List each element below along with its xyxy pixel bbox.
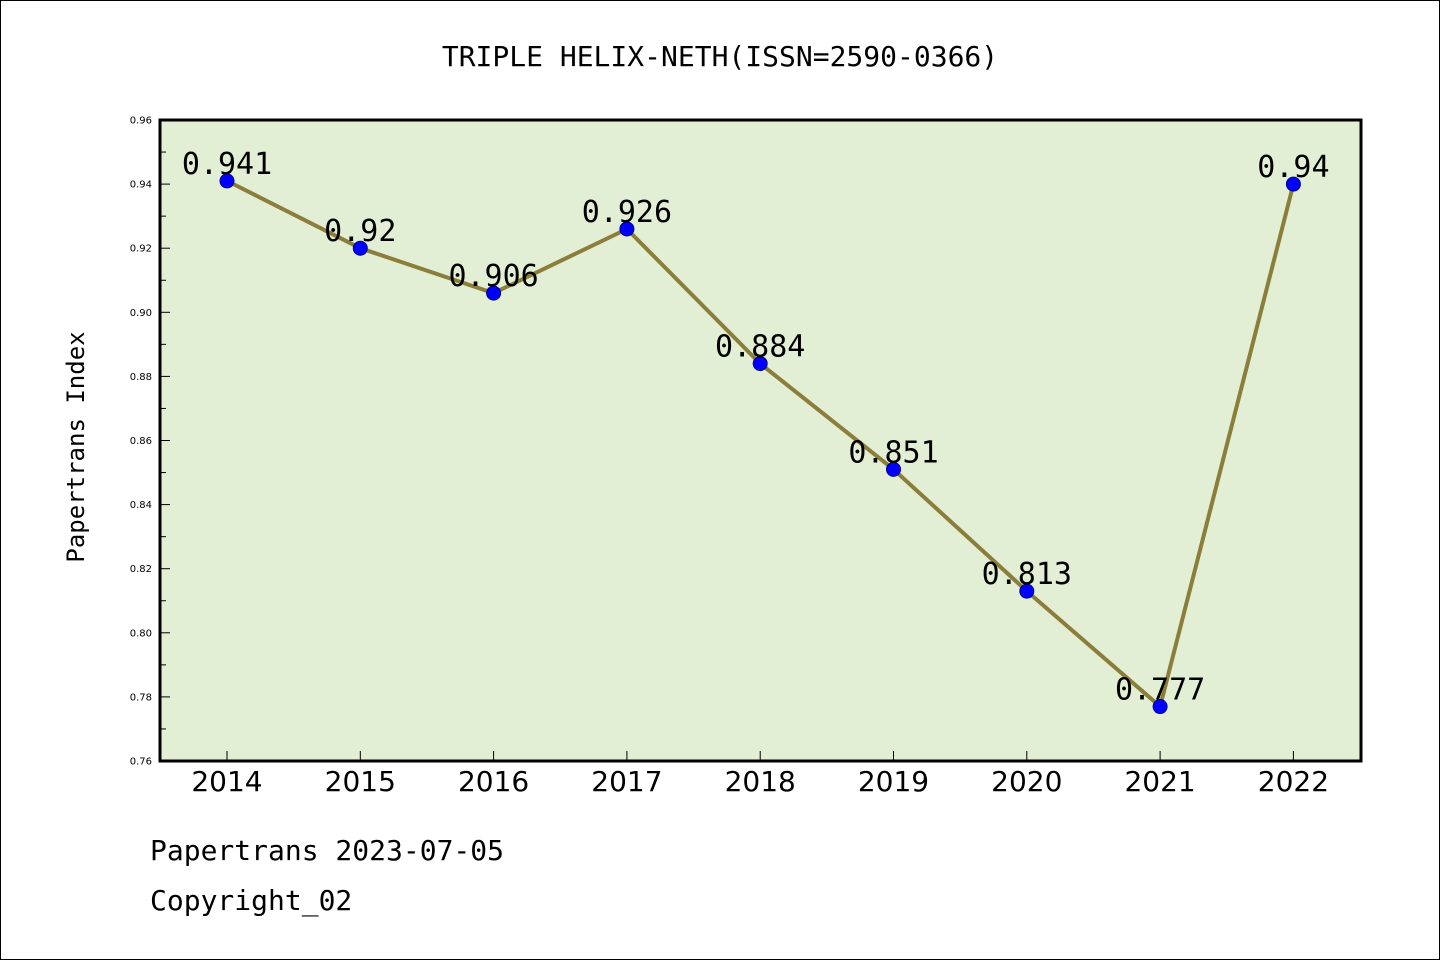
y-tick-label: 0.88 (130, 372, 152, 383)
x-axis: 2014 2015 2016 2017 2018 2019 2020 2021 2022 (191, 751, 1329, 798)
data-point (752, 356, 768, 372)
data-label: 0.94 (1257, 150, 1329, 185)
data-label: 0.941 (182, 147, 272, 182)
data-label: 0.906 (448, 259, 538, 294)
y-tick-label: 0.94 (130, 180, 152, 191)
data-point (619, 221, 635, 237)
y-tick-label: 0.82 (130, 564, 152, 575)
y-tick-label: 0.76 (130, 757, 152, 768)
x-tick-label: 2015 (325, 765, 396, 798)
y-axis-label: Papertrans Index (62, 331, 90, 562)
plot-border (158, 118, 1363, 763)
y-tick-label: 0.78 (130, 692, 152, 703)
data-point (886, 461, 901, 477)
plot-area (160, 120, 1361, 761)
data-point (219, 173, 235, 189)
x-tick-label: 2014 (191, 765, 262, 798)
y-tick-label: 0.92 (130, 244, 152, 255)
data-point (352, 240, 368, 256)
data-point (1152, 699, 1168, 715)
data-label: 0.777 (1115, 673, 1205, 708)
y-tick-label: 0.84 (130, 500, 152, 511)
series-markers (219, 173, 1301, 715)
data-label: 0.926 (582, 195, 672, 230)
data-label: 0.851 (848, 435, 938, 470)
x-tick-label: 2016 (458, 765, 529, 798)
footer-date: Papertrans 2023-07-05 (150, 834, 505, 867)
data-label: 0.884 (715, 330, 805, 365)
x-tick-label: 2018 (725, 765, 796, 798)
y-axis: 0.76 0.78 0.80 0.82 0.84 0.86 0.88 0.90 0.92 0.94… (130, 116, 170, 768)
footer-copyright: Copyright_02 (150, 884, 353, 917)
data-labels: 0.941 0.92 0.906 0.926 0.884 0.851 0.813 0.777 0… (182, 147, 1330, 708)
x-tick-label: 2017 (591, 765, 662, 798)
x-tick-label: 2019 (858, 765, 929, 798)
y-tick-label: 0.86 (130, 436, 152, 447)
data-label: 0.92 (324, 214, 396, 249)
x-tick-label: 2021 (1124, 765, 1195, 798)
y-tick-label: 0.80 (130, 628, 152, 639)
chart-title: TRIPLE HELIX-NETH(ISSN=2590-0366) (442, 40, 998, 73)
data-point (486, 285, 502, 301)
x-tick-label: 2022 (1258, 765, 1329, 798)
data-point (1019, 583, 1035, 599)
y-tick-label: 0.96 (130, 116, 152, 127)
data-label: 0.813 (982, 557, 1072, 592)
y-tick-label: 0.90 (130, 308, 152, 319)
x-tick-label: 2020 (991, 765, 1062, 798)
data-point (1285, 176, 1301, 192)
